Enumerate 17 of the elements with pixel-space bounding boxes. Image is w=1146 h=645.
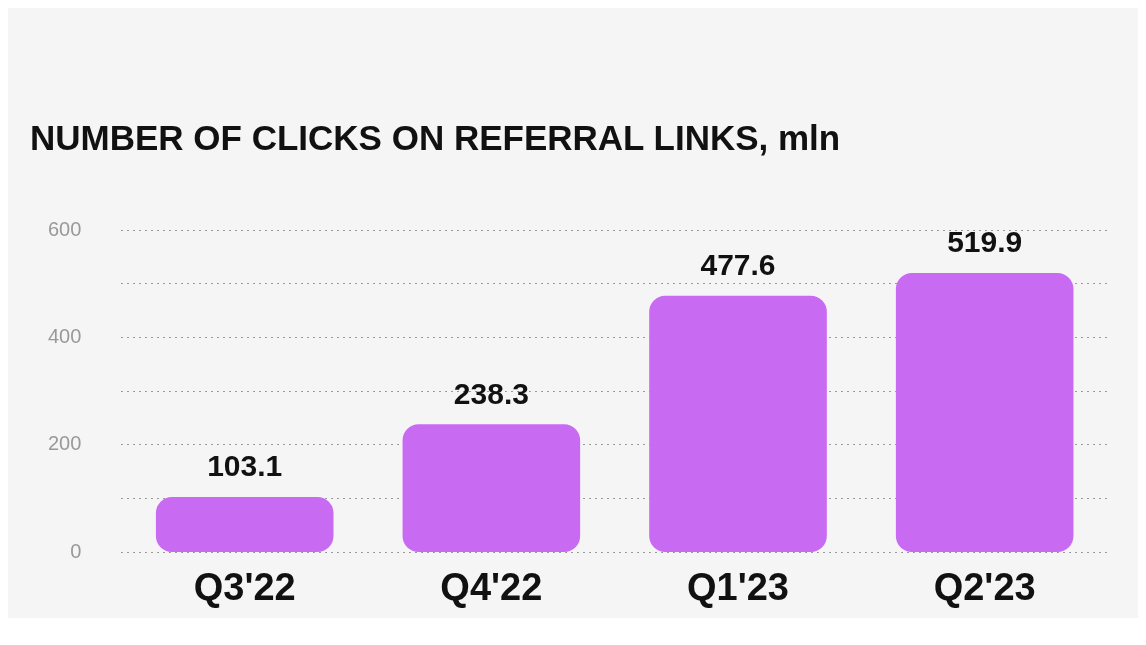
- y-tick-label: 200: [47, 432, 82, 455]
- bar: [155, 497, 334, 552]
- chart-title: NUMBER OF CLICKS ON REFERRAL LINKS, mln: [29, 117, 842, 158]
- bar: [649, 295, 827, 552]
- bar: [402, 424, 581, 552]
- data-label: 103.1: [207, 449, 283, 483]
- data-label: 519.9: [947, 225, 1023, 259]
- x-tick-label: Q4'22: [440, 565, 543, 608]
- y-tick-label: 600: [47, 217, 82, 240]
- y-tick-label: 400: [47, 324, 82, 347]
- data-label: 477.6: [700, 248, 776, 282]
- x-tick-label: Q2'23: [933, 565, 1036, 608]
- y-tick-label: 0: [70, 539, 82, 562]
- x-tick-label: Q3'22: [193, 565, 296, 608]
- x-tick-label: Q1'23: [687, 565, 790, 608]
- bar: [895, 273, 1074, 552]
- data-label: 238.3: [453, 376, 529, 410]
